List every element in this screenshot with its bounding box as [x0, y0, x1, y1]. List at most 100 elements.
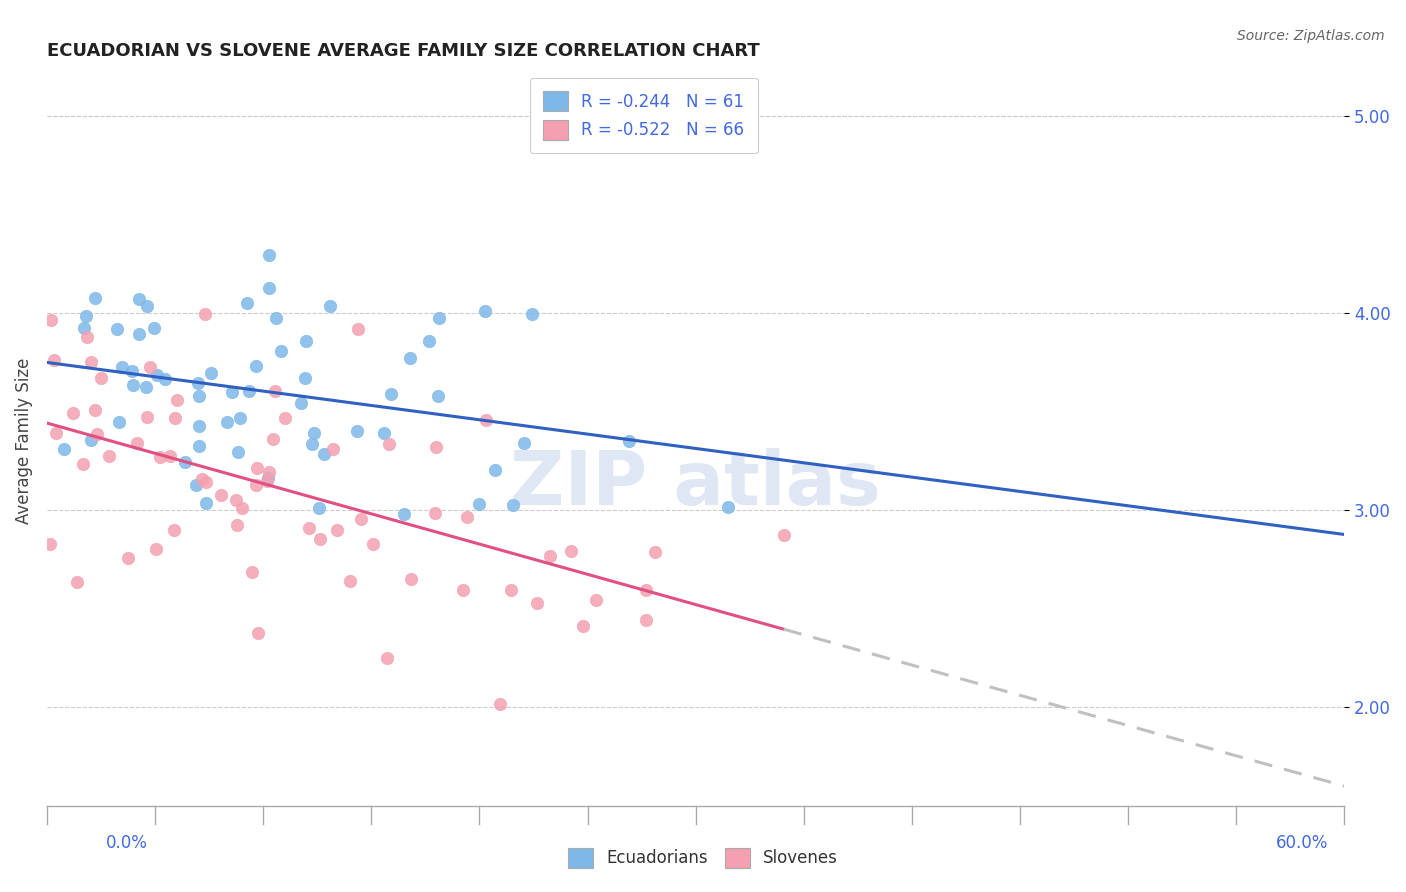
Point — [245, 478, 267, 492]
Point — [145, 542, 167, 557]
Point — [377, 651, 399, 665]
Point — [257, 281, 280, 295]
Point — [155, 372, 177, 386]
Point — [90, 371, 112, 385]
Point — [772, 527, 794, 541]
Point — [309, 532, 332, 546]
Point — [266, 311, 288, 326]
Point — [257, 248, 280, 262]
Point — [290, 396, 312, 410]
Point — [294, 370, 316, 384]
Point — [256, 475, 278, 489]
Point — [339, 574, 361, 588]
Point — [474, 304, 496, 318]
Point — [187, 439, 209, 453]
Point — [187, 389, 209, 403]
Point — [259, 465, 281, 479]
Point — [245, 359, 267, 373]
Point — [644, 545, 666, 559]
Point — [501, 583, 523, 598]
Point — [136, 300, 159, 314]
Point — [373, 425, 395, 440]
Point — [304, 425, 326, 440]
Point — [273, 411, 295, 425]
Point — [322, 442, 344, 457]
Point — [394, 507, 416, 521]
Point — [427, 389, 450, 403]
Point — [398, 351, 420, 365]
Point — [520, 308, 543, 322]
Point — [484, 463, 506, 477]
Point — [166, 392, 188, 407]
Point — [236, 296, 259, 310]
Point — [619, 434, 641, 448]
Point — [489, 697, 512, 711]
Point — [538, 549, 561, 563]
Point — [418, 334, 440, 348]
Point — [143, 321, 166, 335]
Point — [634, 583, 657, 598]
Point — [423, 506, 446, 520]
Point — [146, 368, 169, 382]
Text: ECUADORIAN VS SLOVENE AVERAGE FAMILY SIZE CORRELATION CHART: ECUADORIAN VS SLOVENE AVERAGE FAMILY SIZ… — [46, 42, 759, 60]
Point — [231, 500, 253, 515]
Point — [79, 355, 101, 369]
Point — [195, 475, 218, 490]
Point — [128, 326, 150, 341]
Text: ZIP atlas: ZIP atlas — [510, 449, 882, 521]
Point — [560, 544, 582, 558]
Point — [200, 366, 222, 380]
Point — [188, 419, 211, 434]
Point — [41, 313, 63, 327]
Y-axis label: Average Family Size: Average Family Size — [15, 358, 32, 524]
Point — [75, 309, 97, 323]
Point — [117, 551, 139, 566]
Point — [502, 498, 524, 512]
Point — [347, 321, 370, 335]
Text: 0.0%: 0.0% — [105, 834, 148, 852]
Point — [346, 424, 368, 438]
Point — [139, 359, 162, 374]
Point — [526, 596, 548, 610]
Point — [163, 523, 186, 537]
Point — [174, 455, 197, 469]
Point — [108, 415, 131, 429]
Point — [76, 329, 98, 343]
Point — [53, 442, 76, 456]
Point — [187, 376, 209, 391]
Point — [65, 574, 87, 589]
Point — [475, 412, 498, 426]
Point — [209, 488, 232, 502]
Point — [319, 299, 342, 313]
Point — [326, 523, 349, 537]
Point — [717, 500, 740, 514]
Point — [135, 380, 157, 394]
Point — [256, 471, 278, 485]
Point — [634, 613, 657, 627]
Point — [217, 415, 239, 429]
Point — [84, 402, 107, 417]
Point — [194, 496, 217, 510]
Legend: Ecuadorians, Slovenes: Ecuadorians, Slovenes — [561, 841, 845, 875]
Point — [270, 344, 292, 359]
Point — [98, 449, 121, 463]
Point — [38, 537, 60, 551]
Point — [84, 291, 107, 305]
Point — [128, 292, 150, 306]
Point — [425, 440, 447, 454]
Point — [45, 425, 67, 440]
Point — [312, 447, 335, 461]
Point — [121, 377, 143, 392]
Point — [572, 618, 595, 632]
Point — [262, 433, 284, 447]
Legend: R = -0.244   N = 61, R = -0.522   N = 66: R = -0.244 N = 61, R = -0.522 N = 66 — [530, 78, 758, 153]
Point — [79, 434, 101, 448]
Point — [350, 512, 373, 526]
Point — [159, 449, 181, 463]
Point — [264, 384, 287, 399]
Point — [298, 521, 321, 535]
Point — [62, 406, 84, 420]
Point — [378, 436, 401, 450]
Point — [427, 310, 450, 325]
Point — [295, 334, 318, 348]
